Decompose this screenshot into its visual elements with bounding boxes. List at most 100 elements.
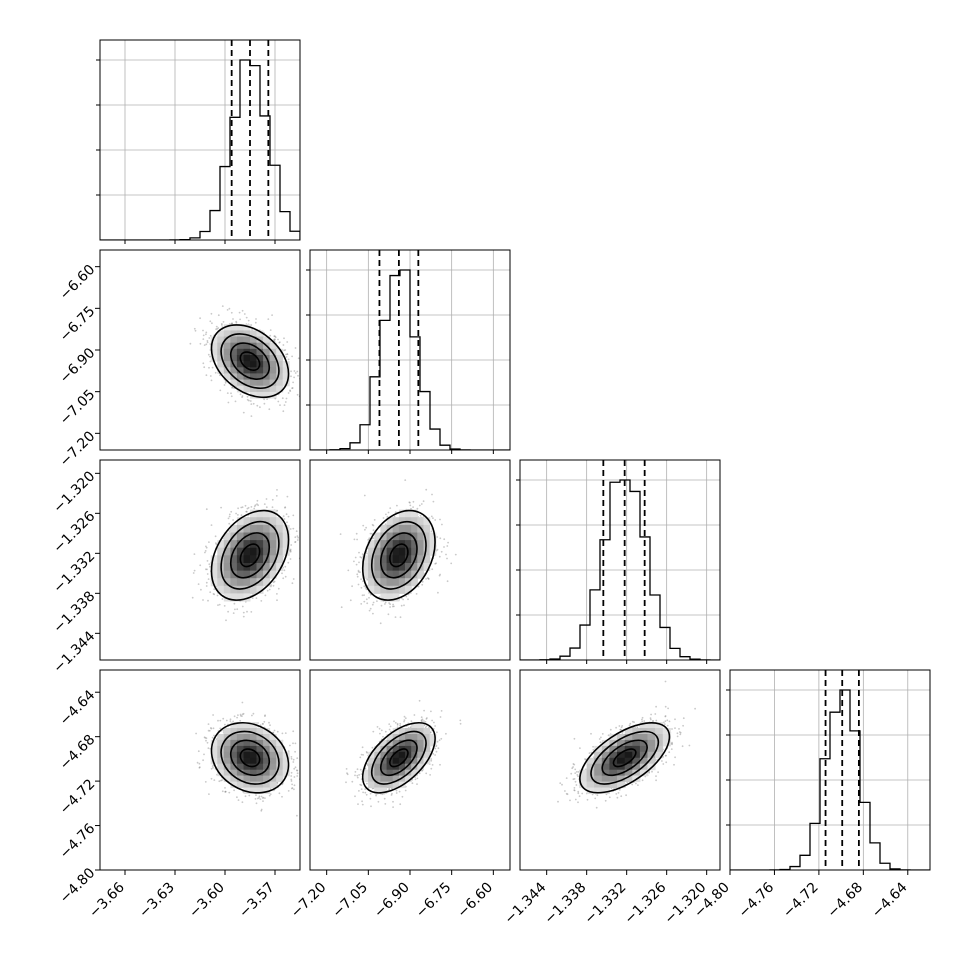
scatter-point <box>214 535 217 538</box>
density-cell <box>405 532 412 541</box>
scatter-point <box>276 489 278 491</box>
scatter-point <box>357 583 360 586</box>
scatter-point <box>235 321 238 324</box>
scatter-point <box>443 538 446 541</box>
density-cell <box>236 336 244 344</box>
density-panel-3-0 <box>195 701 300 817</box>
density-cell <box>368 540 375 549</box>
density-cell <box>392 585 400 594</box>
scatter-point <box>289 558 292 560</box>
density-cell <box>398 524 406 533</box>
scatter-point <box>358 551 360 554</box>
scatter-point <box>205 737 208 740</box>
density-cell <box>411 578 418 587</box>
scatter-point <box>415 593 418 595</box>
scatter-point <box>276 599 278 602</box>
scatter-point <box>446 580 449 583</box>
scatter-point <box>220 506 223 509</box>
scatter-point <box>213 593 216 596</box>
scatter-point <box>271 506 274 509</box>
scatter-point <box>202 329 204 332</box>
density-cell <box>236 563 244 572</box>
scatter-point <box>274 338 276 341</box>
scatter-point <box>221 598 224 600</box>
scatter-point <box>205 343 208 346</box>
scatter-point <box>215 325 218 328</box>
density-cell <box>374 585 381 594</box>
density-cell <box>230 348 238 356</box>
density-cell <box>398 547 406 556</box>
scatter-point <box>222 717 225 720</box>
density-cell <box>392 532 400 541</box>
histogram-panel-3 <box>730 670 930 870</box>
scatter-point <box>389 603 391 606</box>
density-cell <box>368 578 375 587</box>
density-cell <box>392 547 400 556</box>
scatter-point <box>234 608 236 611</box>
scatter-point <box>256 499 259 502</box>
density-cell <box>243 342 251 350</box>
density-cell <box>423 524 431 533</box>
scatter-point <box>222 321 225 323</box>
scatter-point <box>202 338 205 340</box>
density-cell <box>374 563 381 572</box>
density-cell <box>380 555 388 564</box>
density-cell <box>243 355 251 362</box>
scatter-point <box>389 507 392 509</box>
density-cell <box>263 578 271 587</box>
scatter-point <box>278 792 281 795</box>
scatter-point <box>234 400 237 403</box>
contour-line <box>389 543 409 568</box>
density-cell <box>236 540 244 549</box>
scatter-point <box>266 589 269 592</box>
density-cell <box>243 330 251 338</box>
scatter-point <box>220 779 222 782</box>
density-cell <box>250 361 257 368</box>
scatter-point <box>252 402 255 405</box>
density-cell <box>392 517 400 526</box>
density-cell <box>250 555 257 564</box>
scatter-point <box>245 316 248 319</box>
panel-frame <box>99 459 301 661</box>
density-cell <box>269 517 277 526</box>
scatter-point <box>416 507 419 510</box>
contour-line <box>220 520 280 590</box>
scatter-point <box>408 501 411 504</box>
scatter-point <box>357 571 360 573</box>
scatter-point <box>281 572 283 575</box>
density-cell <box>263 367 271 374</box>
scatter-point <box>224 790 227 793</box>
scatter-point <box>405 595 408 598</box>
scatter-point <box>388 602 390 604</box>
density-cell <box>217 578 225 587</box>
density-cell <box>250 585 257 594</box>
scatter-point <box>353 538 356 541</box>
density-cell <box>217 361 225 368</box>
scatter-point <box>236 796 238 799</box>
density-cell <box>392 555 400 564</box>
scatter-point <box>422 500 425 503</box>
density-panel-1-0 <box>189 305 300 417</box>
scatter-point <box>293 370 296 372</box>
density-cell <box>223 348 231 356</box>
scatter-point <box>393 515 396 518</box>
density-cell <box>269 385 277 393</box>
scatter-point <box>297 374 299 377</box>
density-cell <box>362 570 369 579</box>
scatter-point <box>380 604 383 607</box>
scatter-point <box>219 374 221 377</box>
density-cell <box>269 555 277 564</box>
scatter-point <box>267 318 270 320</box>
density-cell <box>250 373 257 381</box>
density-cell <box>386 570 394 579</box>
scatter-point <box>228 791 231 794</box>
density-cell <box>256 578 264 587</box>
scatter-point <box>425 488 428 491</box>
density-cell <box>380 532 388 541</box>
scatter-point <box>363 585 366 588</box>
scatter-point <box>272 581 275 584</box>
density-cell <box>276 524 284 533</box>
density-cell <box>243 593 251 602</box>
scatter-point <box>268 588 271 591</box>
density-cell <box>392 524 400 533</box>
